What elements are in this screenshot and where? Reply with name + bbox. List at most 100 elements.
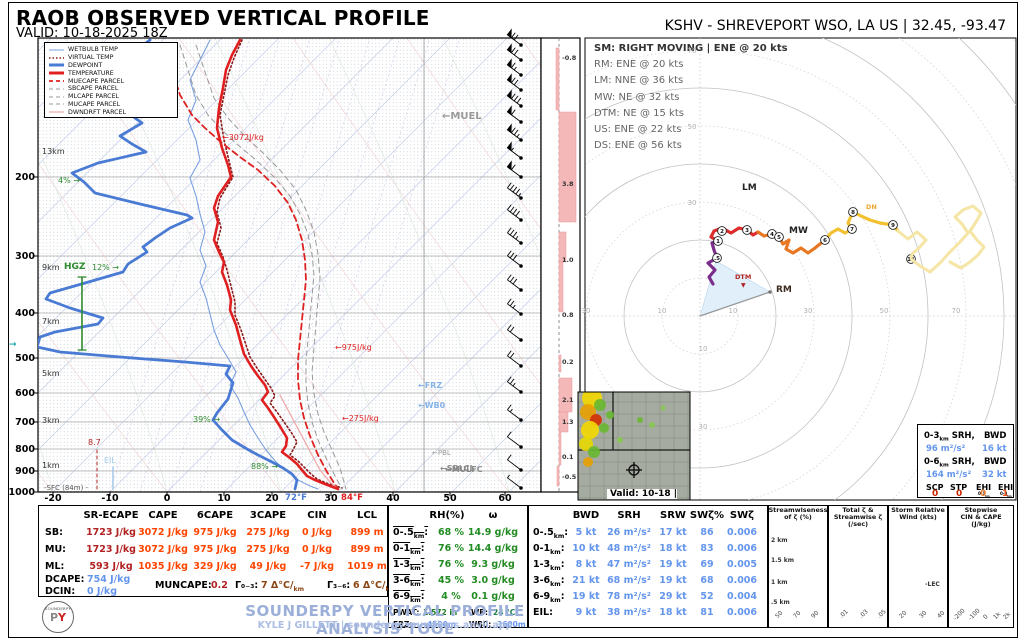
mini-panel-ylabel: 1.5 km (771, 557, 794, 564)
moisture-table: RH(%) ω 0-.5km: 68 % 14.9 g/kg 0-1km: 76 % 14.4… (388, 505, 528, 629)
gamma36-label: Γ₃₋₆: (327, 580, 351, 591)
hodo-motion-label: ▼ (741, 282, 746, 289)
skewt-annotation: ←MUEL (442, 111, 482, 122)
thermo-header: CAPE (148, 510, 178, 521)
svg-text:.5: .5 (714, 256, 720, 262)
storm-motion-line: DTM: NE @ 15 kts (594, 107, 684, 119)
legend-item: SBCAPE PARCEL (49, 85, 177, 93)
kinematics-table: BWD SRH SRW SWζ% SWζ 0-.5km: 5 kt 26 m²/s² 17 kt… (528, 505, 768, 628)
hodo-motion-label: DN (866, 203, 877, 211)
kin-value: 9 kt (575, 607, 597, 618)
omega-header: ω (488, 510, 498, 521)
mini-panel-title: Storm Relative Wind (kts) (891, 506, 945, 521)
thermo-value: 3072 J/kg (138, 544, 188, 555)
legend-label: SBCAPE PARCEL (68, 85, 119, 93)
rh-row-label: 0-.5km: (393, 527, 429, 540)
storm-motion-line: US: ENE @ 22 kts (594, 123, 682, 135)
index-value: 0 (980, 489, 987, 499)
index-value: 0 (956, 489, 963, 499)
legend-label: MLCAPE PARCEL (68, 93, 120, 101)
advection-value: 0.2 (562, 358, 574, 366)
rh-value: 76 % (437, 559, 465, 570)
thermo-header: CIN (307, 510, 327, 521)
panel-stepwise-cape (948, 505, 1014, 628)
rh-value: 4 % (441, 591, 461, 602)
frz-value: 4500m (427, 620, 456, 629)
thermo-header: SR-ECAPE (83, 510, 139, 521)
thermo-row-label: MU: (45, 544, 66, 555)
pressure-tick: 700 (15, 416, 35, 428)
rh-value: 76 % (437, 543, 465, 554)
thermo-row-label: ML: (45, 561, 65, 572)
frz-label: FRZ: (393, 620, 413, 629)
kin-value: 78 m²/s² (607, 591, 651, 602)
legend-item: MUECAPE PARCEL (49, 77, 177, 85)
kin-row-label: 3-6km: (533, 575, 565, 588)
hodo-ring-label: 30 (698, 423, 708, 431)
storm-motion-line: MW: NE @ 32 kts (594, 91, 680, 103)
muncape-value: 0.2 (211, 580, 228, 591)
height-label: 5km (42, 369, 60, 378)
mini-panel-ylabel: 2 km (771, 537, 788, 544)
svg-text:1: 1 (716, 239, 720, 245)
legend-item: VIRTUAL TEMP (49, 54, 177, 62)
gamma03-label: Γ₀₋₃: (235, 580, 259, 591)
index-value: 0 (932, 489, 939, 499)
rh-header: RH(%) (429, 510, 465, 521)
advection-value: -0.8 (562, 54, 577, 62)
kin-header: SWζ% (689, 510, 725, 521)
kin-value: 8 kt (575, 559, 597, 570)
bwd3-value: 16 kt (982, 444, 1007, 454)
srh3-label: 0-3km SRH, (924, 431, 975, 443)
advection-value: 3.8 (562, 180, 574, 188)
thermo-header: LCL (356, 510, 378, 521)
kin-value: 81 (700, 607, 714, 618)
index-header: STP (950, 483, 968, 492)
storm-motion-line: LM: NNE @ 36 kts (594, 75, 684, 87)
height-label: 7km (42, 317, 60, 326)
rh-row-label: 6-9km: (393, 591, 425, 604)
thermo-value: 593 J/kg (89, 561, 133, 572)
legend-line-sample (49, 49, 64, 51)
temp-axis-tick: 50 (443, 493, 457, 504)
dcin-label: DCIN: (45, 586, 76, 597)
legend-line-sample (49, 103, 64, 105)
kin-value: 0.005 (726, 559, 758, 570)
kin-row-label: 0-1km: (533, 543, 565, 556)
kin-value: 17 kt (659, 527, 687, 538)
advection-value: 2.1 (562, 396, 574, 404)
skewt-annotation: HGZ (64, 262, 86, 272)
skewt-annotation: ←MULFC (445, 465, 483, 474)
storm-motion-line: DS: ENE @ 56 kts (594, 140, 682, 152)
index-value: 1 (1002, 489, 1009, 499)
pressure-tick: 900 (15, 465, 35, 477)
legend-label: MUCAPE PARCEL (68, 100, 121, 108)
hodo-motion-label: DTM (735, 273, 752, 281)
srh-bwd-info-box: 0-3km SRH, BWD 96 m²/s² 16 kt 0-6km SRH, BWD 1… (917, 424, 1014, 499)
kin-value: 86 (700, 527, 714, 538)
legend-line-sample (49, 96, 64, 98)
skewt-annotation: ←275J/kg (342, 414, 379, 423)
pwat-value: 1.572 in (423, 608, 458, 617)
muncape-label: MUNCAPE: (155, 580, 212, 591)
mixing-ratio-value: 14.9 g/kg (467, 527, 519, 538)
kin-value: 26 m²/s² (607, 527, 651, 538)
temp-axis-tick: -20 (44, 493, 62, 504)
temp-axis-tick: 0 (163, 493, 171, 504)
svg-text:9: 9 (891, 223, 895, 229)
skewt-legend: WETBULB TEMP VIRTUAL TEMP DEWPOINT TEMPERAT… (44, 42, 178, 118)
skewt-annotation: 88% → (251, 462, 279, 471)
surface-temp-f: 84°F (341, 493, 363, 503)
thermo-value: 49 J/kg (249, 561, 287, 572)
pressure-tick: 1000 (8, 486, 35, 498)
wb0-value: 3600m (497, 620, 526, 629)
storm-motion-line: RM: ENE @ 20 kts (594, 59, 684, 71)
index-header: EHI (998, 483, 1014, 492)
thermo-value: 1723 J/kg (86, 527, 136, 538)
bwd3-label: BWD (984, 431, 1007, 441)
legend-line-sample (49, 88, 64, 90)
mini-panel-title: Total ζ & Streamwise ζ (/sec) (833, 506, 883, 528)
kin-value: 21 kt (572, 575, 600, 586)
dcape-value: 754 J/kg (87, 574, 131, 585)
